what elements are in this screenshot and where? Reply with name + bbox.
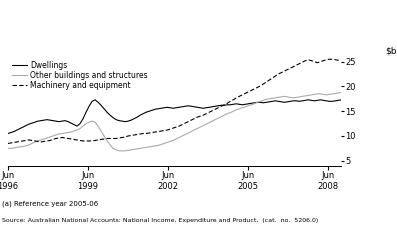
Y-axis label: $billion: $billion (385, 47, 397, 56)
Other buildings and structures (117, 150, 121, 152)
Dwellings (195, 106, 200, 109)
Other buildings and structures (339, 91, 344, 94)
Other buildings and structures (267, 97, 272, 100)
Machinery and equipment (264, 81, 269, 83)
Dwellings (339, 99, 344, 101)
Text: Source: Australian National Accounts: National Income, Expenditure and Product, : Source: Australian National Accounts: Na… (2, 218, 318, 223)
Machinery and equipment (246, 91, 251, 93)
Dwellings (6, 132, 10, 135)
Machinery and equipment (6, 142, 10, 145)
Line: Machinery and equipment: Machinery and equipment (8, 59, 341, 143)
Legend: Dwellings, Other buildings and structures, Machinery and equipment: Dwellings, Other buildings and structure… (12, 61, 148, 90)
Other buildings and structures (126, 149, 131, 152)
Machinery and equipment (123, 136, 127, 138)
Dwellings (93, 99, 97, 101)
Text: (a) Reference year 2005-06: (a) Reference year 2005-06 (2, 200, 98, 207)
Dwellings (330, 100, 335, 103)
Other buildings and structures (234, 108, 239, 111)
Dwellings (249, 102, 254, 105)
Other buildings and structures (249, 104, 254, 106)
Dwellings (267, 101, 272, 103)
Other buildings and structures (330, 93, 335, 95)
Line: Dwellings: Dwellings (8, 100, 341, 133)
Line: Other buildings and structures: Other buildings and structures (8, 92, 341, 151)
Other buildings and structures (6, 147, 10, 150)
Machinery and equipment (327, 58, 332, 61)
Machinery and equipment (231, 99, 236, 101)
Dwellings (126, 120, 131, 123)
Machinery and equipment (339, 59, 344, 62)
Machinery and equipment (192, 117, 197, 120)
Dwellings (234, 102, 239, 105)
Machinery and equipment (330, 58, 335, 61)
Other buildings and structures (195, 127, 200, 130)
